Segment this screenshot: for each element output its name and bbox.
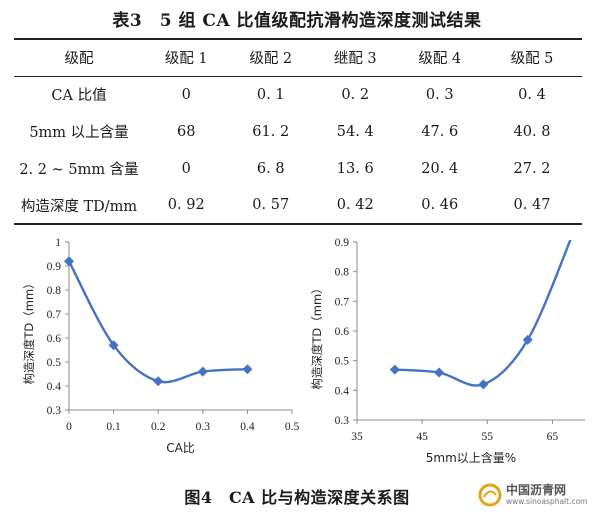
table-cell: 0. 47 [482,187,582,225]
table-cell: 13. 6 [336,160,374,177]
x-tick-label: 35 [351,431,363,443]
y-tick-label: 0.8 [335,267,350,279]
table-cell: 0. 92 [144,187,229,225]
x-tick-label: 65 [547,431,559,443]
x-tick-label: 45 [416,431,428,443]
watermark-url: www.sinoasphalt.com [506,497,588,506]
y-axis-label: 构造深度TD（mm） [310,282,324,389]
data-point [197,366,208,377]
row-label: 构造深度 TD/mm [14,187,144,225]
row-label: 2. 2 ~ 5mm 含量 [19,162,139,178]
x-tick-label: 55 [482,431,494,443]
table-cell: 0. 4 [518,86,546,103]
table-cell: 0. 1 [256,86,285,103]
x-axis-label: 5mm以上含量% [426,450,516,465]
table-row: CA 比值 0 0. 1 0. 2 0. 3 0. 4 [14,76,582,113]
header-cell: 级配 1 [144,38,229,77]
table-cell: 0. 46 [397,187,482,225]
table-row: 构造深度 TD/mm 0. 92 0. 57 0. 42 0. 46 0. 47 [14,187,582,225]
data-point [242,364,253,375]
table-cell: 27. 2 [513,160,551,177]
x-tick-label: 0.3 [196,421,211,433]
data-point [108,340,119,351]
chart-ca-ratio-svg: 0.3 0.4 0.5 0.6 0.7 0.8 0.9 1 0 0.1 0.2 0.3 0.4 0.5 CA… [22,237,300,455]
header-cell: 继配 3 [313,38,398,77]
table-cell: 0 [181,160,191,177]
y-tick-label: 0.5 [47,357,62,369]
x-tick-label: 0.1 [106,421,121,433]
watermark-name: 中国沥青网 [506,483,567,497]
results-table: 级配 级配 1 级配 2 继配 3 级配 4 级配 5 CA 比值 0 0. 1… [14,38,582,225]
table-cell: 40. 8 [513,123,551,140]
table-cell: 54. 4 [336,123,374,140]
y-tick-label: 0.4 [335,385,350,397]
x-tick-label: 0.2 [151,421,166,433]
x-tick-label: 0.4 [240,421,255,433]
data-point [478,379,489,390]
chart-5mm-content-svg: 0.3 0.4 0.5 0.6 0.7 0.8 0.9 35 45 55 65 5mm以上含量% 构造深… [310,237,585,465]
x-tick-label: 0.5 [285,421,300,433]
y-tick-label: 0.8 [47,285,62,297]
data-point [64,256,74,267]
watermark: 中国沥青网 www.sinoasphalt.com [478,480,588,510]
y-tick-label: 0.6 [335,326,350,338]
data-point [522,334,533,345]
table-row: 5mm 以上含量 68 61. 2 54. 4 47. 6 40. 8 [14,113,582,150]
table-cell: 6. 8 [256,160,285,177]
y-tick-label: 1 [55,237,61,249]
x-axis-label: CA比 [166,441,195,455]
y-tick-label: 0.3 [335,415,350,427]
watermark-logo-icon [478,483,502,507]
table-title: 表3 5 组 CA 比值级配抗滑构造深度测试结果 [112,11,482,31]
header-cell: 级配 4 [397,38,482,77]
table-cell: 20. 4 [421,160,459,177]
y-tick-label: 0.9 [47,261,62,273]
header-cell: 级配 2 [228,38,313,77]
y-tick-label: 0.9 [335,237,350,249]
y-tick-label: 0.5 [335,356,350,368]
x-tick-label: 0 [66,421,72,433]
data-point [389,364,400,375]
chart-5mm-content: 0.3 0.4 0.5 0.6 0.7 0.8 0.9 35 45 55 65 5mm以上含量% 构造深… [300,230,594,470]
y-tick-label: 0.7 [47,309,62,321]
data-point [434,367,445,378]
y-tick-label: 0.7 [335,296,350,308]
chart-ca-ratio: 0.3 0.4 0.5 0.6 0.7 0.8 0.9 1 0 0.1 0.2 0.3 0.4 0.5 CA… [0,230,300,470]
data-point [153,376,164,387]
series-line [394,240,572,387]
y-tick-label: 0.4 [47,381,62,393]
series-line [69,260,248,384]
table-cell: 0. 2 [341,86,370,103]
table-cell: 0. 3 [425,86,454,103]
table-cell: 0. 42 [313,187,398,225]
table-cell: 68 [177,123,196,140]
y-tick-label: 0.3 [47,405,62,417]
header-cell: 级配 [14,38,144,77]
table-cell: 47. 6 [421,123,459,140]
y-tick-label: 0.6 [47,333,62,345]
y-axis-label: 构造深度TD（mm） [22,277,36,384]
table-cell: 0. 57 [228,187,313,225]
table-cell: 0 [181,86,191,103]
header-cell: 级配 5 [482,38,582,77]
table-header-row: 级配 级配 1 级配 2 继配 3 级配 4 级配 5 [14,38,582,77]
table-row: 2. 2 ~ 5mm 含量 0 6. 8 13. 6 20. 4 27. 2 [14,150,582,187]
table-cell: 61. 2 [252,123,290,140]
row-label: CA 比值 [51,88,107,105]
figure-caption: 图4 CA 比与构造深度关系图 [184,488,410,507]
row-label: 5mm 以上含量 [29,125,129,141]
